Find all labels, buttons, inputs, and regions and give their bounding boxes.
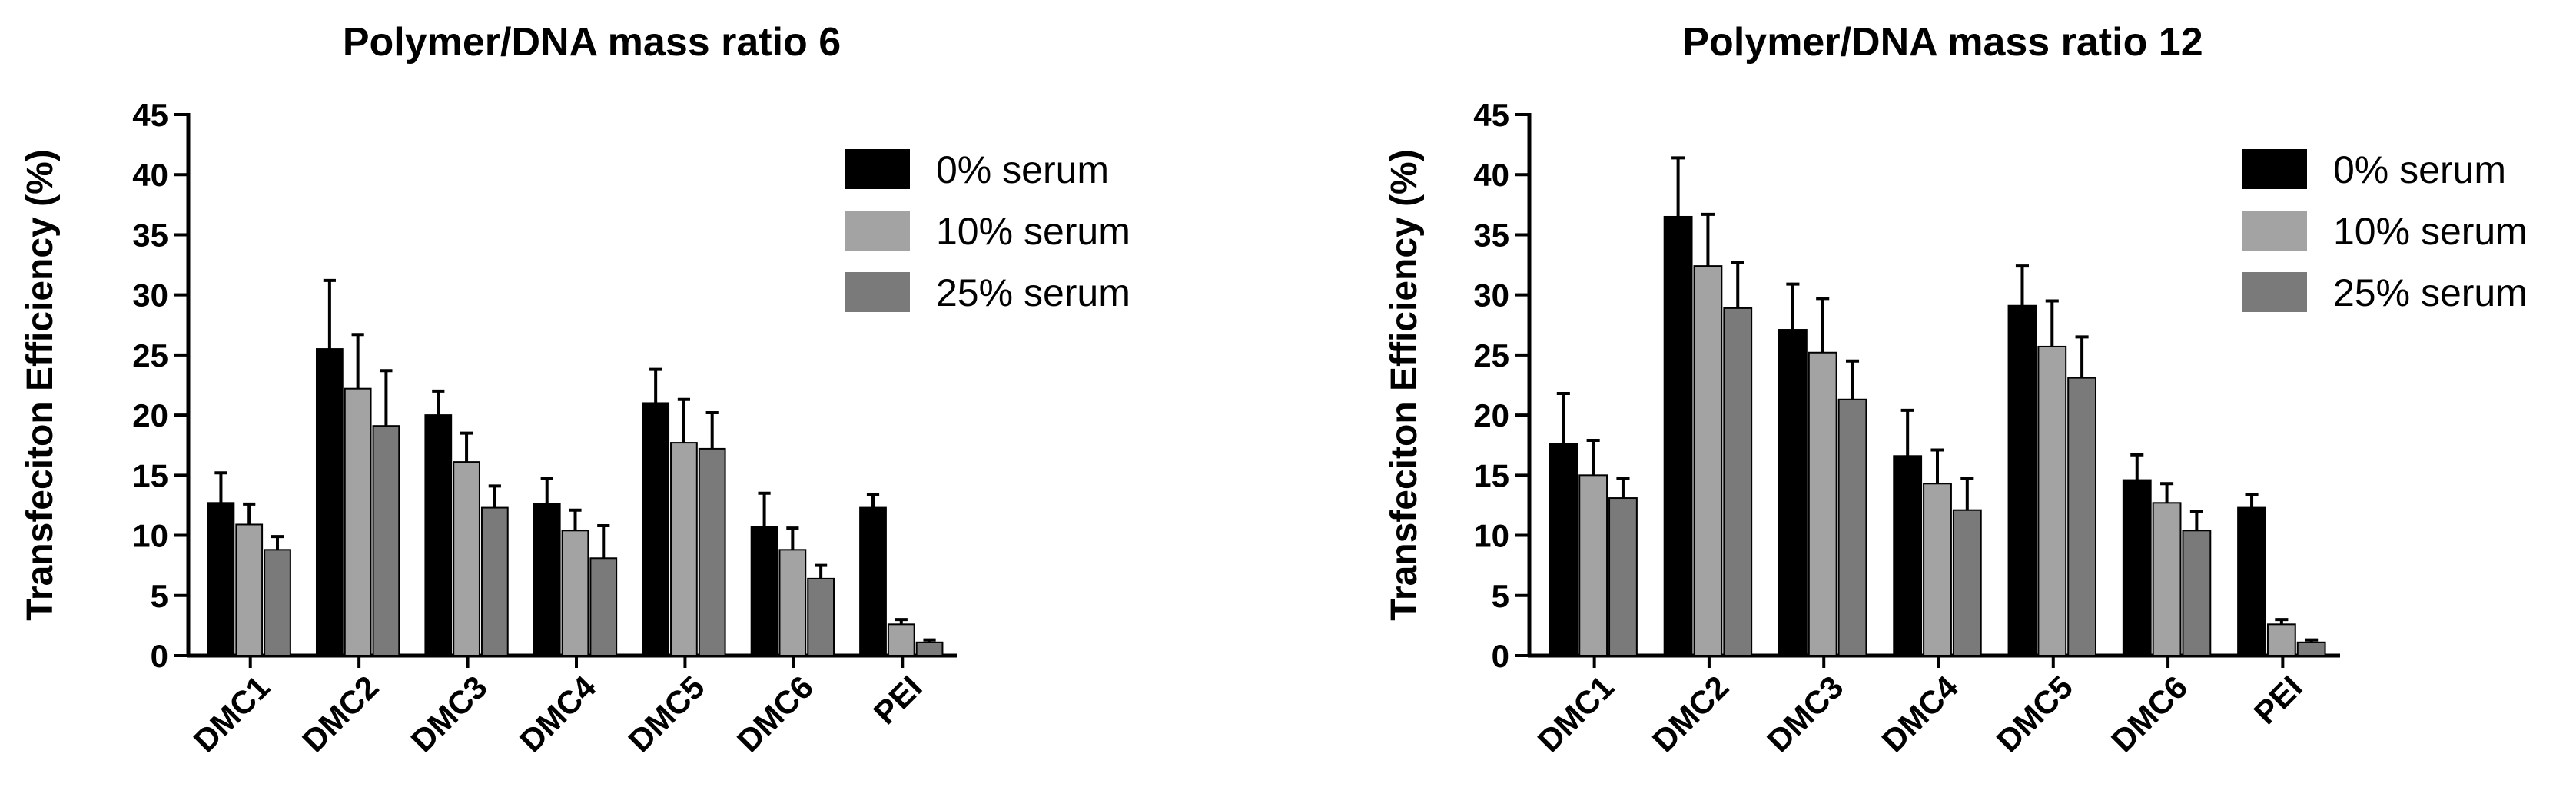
legend-swatch xyxy=(2242,272,2307,312)
legend-swatch xyxy=(2242,149,2307,189)
bar-dmc3-series-0 xyxy=(1778,329,1808,656)
bar-dmc3-series-2 xyxy=(480,506,509,656)
y-tick-label: 45 xyxy=(132,97,168,133)
bar-dmc2-series-2 xyxy=(372,425,400,656)
y-tick-label: 15 xyxy=(1473,457,1509,493)
bar-dmc5-series-0 xyxy=(2007,304,2037,656)
bar-dmc1-series-2 xyxy=(1608,497,1638,657)
y-axis-label: Transfeciton Efficiency (%) xyxy=(1384,149,1425,620)
legend-label: 25% serum xyxy=(2333,271,2528,314)
bar-dmc5-series-1 xyxy=(670,442,698,656)
y-tick-label: 5 xyxy=(151,578,168,614)
bar-dmc3-series-0 xyxy=(424,414,453,656)
y-tick-label: 10 xyxy=(132,518,168,554)
y-tick-label: 0 xyxy=(1492,638,1509,674)
bar-pei-series-1 xyxy=(887,623,915,657)
x-tick-label: DMC4 xyxy=(513,669,603,759)
bar-dmc2-series-1 xyxy=(344,387,372,656)
bar-dmc6-series-2 xyxy=(807,577,835,656)
y-tick-label: 5 xyxy=(1492,578,1509,614)
legend-swatch xyxy=(2242,211,2307,251)
y-tick-label: 20 xyxy=(1473,397,1509,433)
bar-dmc5-series-1 xyxy=(2037,345,2067,656)
bar-dmc2-series-0 xyxy=(315,348,344,656)
x-tick-label: DMC4 xyxy=(1874,669,1965,759)
legend-label: 0% serum xyxy=(2333,148,2506,191)
bar-dmc4-series-2 xyxy=(589,557,618,657)
y-tick-label: 20 xyxy=(132,397,168,433)
x-tick-label: DMC2 xyxy=(295,669,385,759)
y-tick-label: 15 xyxy=(132,457,168,493)
x-tick-label: DMC5 xyxy=(621,669,711,759)
x-tick-label: DMC2 xyxy=(1645,669,1735,759)
legend-label: 0% serum xyxy=(936,148,1109,191)
x-tick-label: DMC1 xyxy=(1531,669,1621,759)
legend-swatch xyxy=(845,149,910,189)
bar-dmc4-series-0 xyxy=(1893,455,1923,657)
chart-title: Polymer/DNA mass ratio 12 xyxy=(1682,20,2203,65)
legend-swatch xyxy=(845,211,910,251)
y-tick-label: 40 xyxy=(1473,157,1509,193)
bar-dmc1-series-2 xyxy=(264,549,291,657)
y-tick-label: 45 xyxy=(1473,97,1509,133)
bar-dmc5-series-2 xyxy=(2067,377,2097,656)
bar-dmc3-series-2 xyxy=(1837,398,1867,656)
bar-pei-series-2 xyxy=(2296,641,2326,657)
x-tick-label: PEI xyxy=(867,669,929,731)
bar-dmc1-series-0 xyxy=(207,502,235,656)
y-tick-label: 35 xyxy=(1473,217,1509,253)
bar-dmc6-series-0 xyxy=(2122,479,2152,657)
legend-label: 25% serum xyxy=(936,271,1130,314)
bar-dmc4-series-0 xyxy=(533,503,561,656)
bar-dmc1-series-0 xyxy=(1549,443,1578,656)
bar-dmc2-series-0 xyxy=(1663,215,1693,656)
bar-dmc5-series-2 xyxy=(698,447,726,656)
bar-dmc6-series-0 xyxy=(750,526,778,656)
x-tick-label: DMC6 xyxy=(2104,669,2194,759)
bar-dmc3-series-1 xyxy=(453,461,480,656)
x-tick-label: PEI xyxy=(2247,669,2309,731)
bar-dmc1-series-1 xyxy=(235,523,264,657)
bar-pei-series-1 xyxy=(2266,623,2296,657)
bar-pei-series-0 xyxy=(859,506,887,656)
bar-dmc6-series-1 xyxy=(778,549,807,657)
chart-panel-ratio-12: Polymer/DNA mass ratio 12 Transfeciton Ef… xyxy=(1384,20,2528,759)
x-tick-label: DMC5 xyxy=(1990,669,2080,759)
bar-dmc6-series-1 xyxy=(2152,502,2182,656)
chart-title: Polymer/DNA mass ratio 6 xyxy=(343,20,841,65)
bar-dmc2-series-2 xyxy=(1723,307,1753,656)
bar-dmc4-series-2 xyxy=(1952,509,1982,656)
legend-swatch xyxy=(845,272,910,312)
bar-dmc4-series-1 xyxy=(1923,483,1952,656)
legend-label: 10% serum xyxy=(2333,210,2528,253)
bar-pei-series-0 xyxy=(2237,506,2266,656)
y-tick-label: 35 xyxy=(132,217,168,253)
y-tick-label: 25 xyxy=(132,337,168,374)
x-tick-label: DMC3 xyxy=(404,669,494,759)
x-tick-label: DMC1 xyxy=(187,669,277,759)
y-tick-label: 30 xyxy=(1473,277,1509,314)
bar-dmc2-series-1 xyxy=(1693,265,1723,656)
bar-dmc6-series-2 xyxy=(2182,530,2212,657)
bar-dmc3-series-1 xyxy=(1808,351,1837,656)
x-tick-label: DMC6 xyxy=(730,669,820,759)
y-tick-label: 10 xyxy=(1473,518,1509,554)
y-axis-label: Transfeciton Efficiency (%) xyxy=(20,149,61,620)
legend-label: 10% serum xyxy=(936,210,1130,253)
bar-dmc5-series-0 xyxy=(642,402,670,656)
y-tick-label: 40 xyxy=(132,157,168,193)
y-tick-label: 0 xyxy=(151,638,168,674)
bar-dmc1-series-1 xyxy=(1578,474,1608,656)
bar-pei-series-2 xyxy=(915,641,944,657)
y-tick-label: 25 xyxy=(1473,337,1509,374)
x-tick-label: DMC3 xyxy=(1760,669,1850,759)
chart-panel-ratio-6: Polymer/DNA mass ratio 6 Transfeciton Eff… xyxy=(20,20,1130,759)
y-tick-label: 30 xyxy=(132,277,168,314)
bar-dmc4-series-1 xyxy=(561,530,589,657)
